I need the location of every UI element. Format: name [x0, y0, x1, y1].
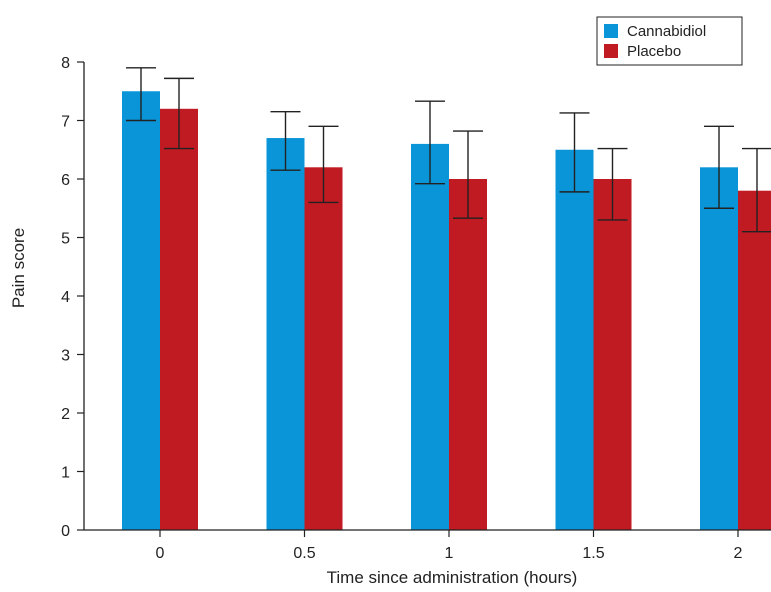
bar-placebo-2: [449, 179, 487, 530]
error-bar-placebo-2: [453, 130, 483, 219]
x-tick-label: 1: [445, 545, 454, 562]
error-bar-placebo-1: [308, 125, 339, 204]
legend-box: [596, 16, 743, 66]
x-axis-title: Time since administration (hours): [327, 568, 578, 587]
bar-placebo-0: [160, 108, 198, 531]
legend-swatch-cannabidiol: [604, 24, 618, 38]
error-bar-cannabidiol-3: [559, 112, 590, 193]
y-tick-label: 1: [61, 465, 70, 482]
y-axis-title: Pain score: [9, 228, 28, 308]
bar-cannabidiol-3: [555, 149, 594, 530]
x-ticks: 0 0.5 1 1.5 2: [156, 530, 743, 562]
bars-layer: [122, 91, 771, 531]
y-tick-label: 2: [61, 406, 70, 423]
error-bar-placebo-0: [164, 77, 194, 150]
y-tick-label: 4: [61, 289, 70, 306]
bar-placebo-3: [593, 179, 632, 530]
y-tick-label: 0: [61, 523, 70, 540]
legend-label-placebo: Placebo: [627, 43, 681, 60]
x-tick-label: 2: [734, 545, 743, 562]
y-ticks: 0 1 2 3 4 5 6 7 8: [61, 55, 84, 540]
x-tick-label: 0.5: [293, 545, 315, 562]
error-bar-placebo-3: [597, 147, 628, 221]
bar-placebo-1: [304, 167, 343, 531]
bar-cannabidiol-4: [700, 167, 738, 531]
error-bar-cannabidiol-4: [704, 125, 734, 209]
legend-swatch-placebo: [604, 44, 618, 58]
y-tick-label: 7: [61, 114, 70, 131]
bar-cannabidiol-0: [122, 91, 160, 530]
error-bar-cannabidiol-1: [270, 111, 301, 171]
error-bars-layer: [126, 67, 771, 233]
x-tick-label: 1.5: [582, 545, 604, 562]
y-tick-label: 5: [61, 231, 70, 248]
bar-placebo-4: [738, 190, 771, 530]
y-tick-label: 8: [61, 55, 70, 72]
y-tick-label: 6: [61, 172, 70, 189]
legend-label-cannabidiol: Cannabidiol: [627, 23, 706, 40]
legend: Cannabidiol Placebo: [596, 16, 743, 66]
bar-cannabidiol-1: [266, 138, 305, 531]
cropped-title-fragment: [0, 0, 771, 6]
error-bar-cannabidiol-0: [126, 67, 156, 122]
x-tick-label: 0: [156, 545, 165, 562]
y-tick-label: 3: [61, 348, 70, 365]
error-bar-cannabidiol-2: [415, 100, 445, 185]
bar-cannabidiol-2: [411, 143, 449, 530]
error-bar-placebo-4: [742, 147, 771, 233]
